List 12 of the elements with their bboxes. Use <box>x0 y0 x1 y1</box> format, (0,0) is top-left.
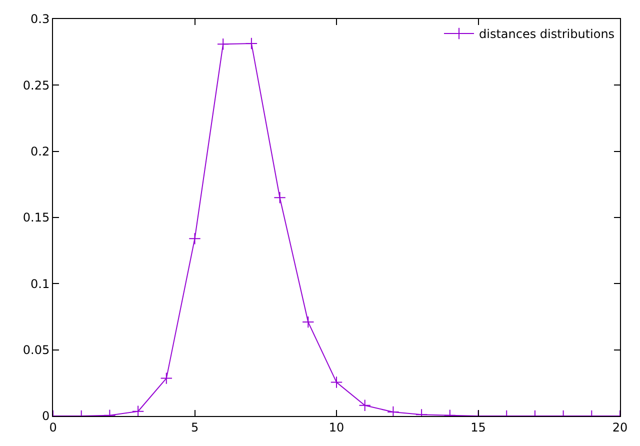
x-tick-label: 20 <box>612 420 628 434</box>
y-tick-label: 0.1 <box>30 276 50 291</box>
x-tick-label: 15 <box>470 420 486 434</box>
x-tick-label: 10 <box>328 420 344 434</box>
legend-label: distances distributions <box>479 27 615 42</box>
y-tick-label: 0.05 <box>22 343 50 358</box>
y-tick-label: 0.15 <box>22 210 50 225</box>
y-tick-label: 0.3 <box>30 12 50 26</box>
y-tick-label: 0.2 <box>30 144 50 159</box>
y-tick-label: 0 <box>42 409 50 424</box>
y-tick-label: 0.25 <box>22 78 50 92</box>
x-tick-label: 5 <box>190 420 199 434</box>
